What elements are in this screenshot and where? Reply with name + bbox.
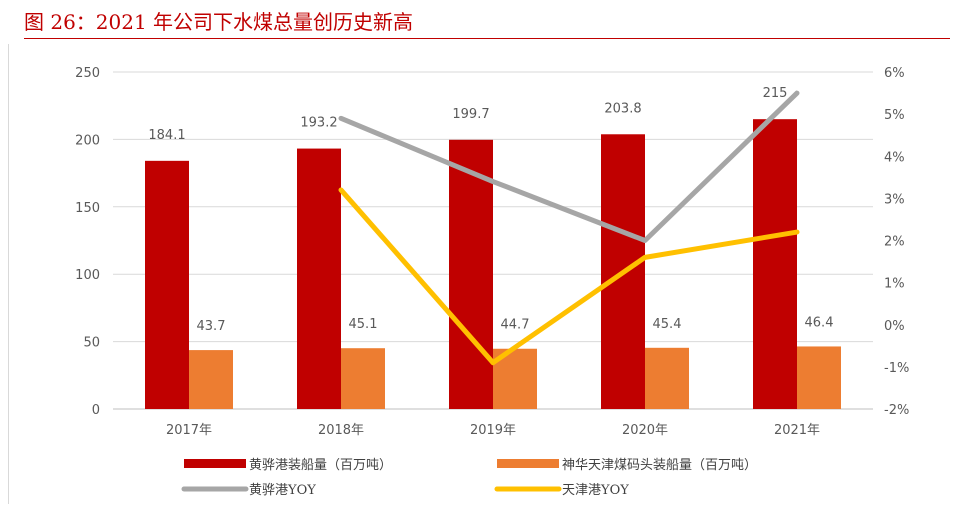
data-label-shenhua: 45.1 — [349, 317, 378, 332]
legend-huanghua-bar-swatch — [184, 459, 246, 468]
bar-huanghua — [297, 148, 341, 409]
bar-shenhua — [341, 348, 385, 409]
legend-shenhua-bar-swatch — [497, 459, 559, 468]
left-border — [8, 44, 9, 504]
legend-shenhua-bar-label: 神华天津煤码头装船量（百万吨） — [562, 458, 757, 473]
x-axis-tick: 2019年 — [470, 423, 516, 438]
left-axis-tick: 150 — [75, 201, 100, 216]
title-divider — [24, 38, 950, 39]
legend-huanghua-yoy-label: 黄骅港YOY — [249, 483, 316, 498]
legend-tianjin-yoy-label: 天津港YOY — [562, 483, 629, 498]
bar-shenhua — [189, 350, 233, 409]
right-axis-tick: 6% — [884, 66, 905, 81]
data-label-shenhua: 46.4 — [805, 315, 834, 330]
data-label-huanghua: 215 — [763, 86, 788, 101]
right-axis-tick: -2% — [884, 403, 909, 418]
bar-huanghua — [145, 160, 189, 409]
right-axis-tick: -1% — [884, 361, 909, 376]
legend-huanghua-bar-label: 黄骅港装船量（百万吨） — [249, 458, 392, 473]
x-axis-tick: 2020年 — [622, 423, 668, 438]
line-huanghua-yoy — [338, 90, 800, 243]
x-axis-tick: 2017年 — [166, 423, 212, 438]
data-label-shenhua: 44.7 — [501, 318, 530, 333]
bar-shenhua — [645, 347, 689, 409]
data-label-shenhua: 45.4 — [653, 317, 682, 332]
bar-shenhua — [797, 346, 841, 409]
figure-title: 图 26：2021 年公司下水煤总量创历史新高 — [24, 10, 414, 34]
right-axis-tick: 2% — [884, 235, 905, 250]
left-axis-tick: 50 — [83, 336, 100, 351]
right-axis-tick: 4% — [884, 150, 905, 165]
data-label-huanghua: 199.7 — [452, 107, 489, 122]
data-label-huanghua: 184.1 — [148, 128, 185, 143]
left-axis-tick: 0 — [92, 403, 100, 418]
x-axis-tick: 2018年 — [318, 423, 364, 438]
bar-huanghua — [449, 139, 493, 410]
left-axis-tick: 250 — [75, 66, 100, 81]
left-axis-tick: 100 — [75, 268, 100, 283]
line-tianjin-yoy — [338, 187, 800, 366]
right-axis-tick: 1% — [884, 277, 905, 292]
right-axis-tick: 0% — [884, 319, 905, 334]
data-label-huanghua: 203.8 — [604, 101, 641, 116]
data-label-shenhua: 43.7 — [197, 319, 226, 334]
right-axis-tick: 5% — [884, 108, 905, 123]
bar-huanghua — [753, 119, 797, 410]
data-label-huanghua: 193.2 — [300, 116, 337, 131]
x-axis-tick: 2021年 — [774, 423, 820, 438]
right-axis-tick: 3% — [884, 192, 905, 207]
left-axis-tick: 200 — [75, 133, 100, 148]
